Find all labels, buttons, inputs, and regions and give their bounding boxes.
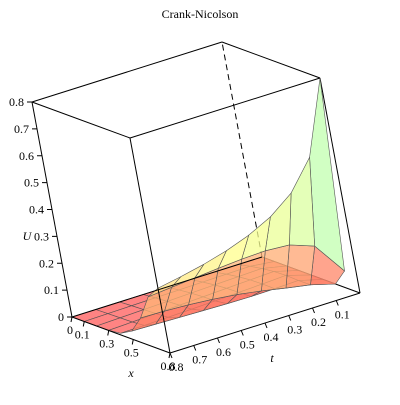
box-edge — [221, 41, 321, 79]
t-tick-label: 0.7 — [192, 353, 207, 367]
u-tick-label: 0.4 — [29, 203, 44, 217]
x-tick-mark — [107, 330, 110, 336]
x-tick-label: 0.1 — [75, 328, 90, 342]
t-tick-mark — [169, 352, 173, 359]
box-edge — [71, 316, 171, 354]
surface-mesh — [71, 77, 345, 334]
u-tick-label: 0.2 — [39, 256, 54, 270]
box-edge — [221, 41, 263, 258]
t-tick-mark — [264, 322, 268, 329]
surface-patch — [309, 77, 345, 272]
box-edge — [71, 256, 263, 318]
box-edge — [31, 41, 223, 103]
chart-title: Crank-Nicolson — [162, 7, 239, 21]
t-tick-label: 0.2 — [311, 315, 326, 329]
x-tick-label: 0 — [67, 323, 73, 337]
x-axis-label: x — [127, 366, 134, 380]
t-tick-label: 0.4 — [264, 330, 279, 344]
t-tick-mark — [240, 330, 244, 336]
x-tick-mark — [131, 339, 134, 345]
u-tick-label: 0 — [58, 310, 64, 324]
x-tick-mark — [70, 316, 73, 323]
u-tick-label: 0.6 — [19, 149, 34, 163]
u-tick-label: 0.3 — [34, 229, 49, 243]
u-axis-ticks: 0 0.1 0.2 0.3 0.4 0.5 0.6 0.7 0.8 — [9, 95, 72, 324]
t-tick-mark — [335, 300, 339, 306]
box-edge — [31, 101, 131, 139]
u-tick-label: 0.7 — [14, 122, 29, 136]
u-tick-label: 0.8 — [9, 95, 24, 109]
x-tick-label: 0.5 — [124, 346, 139, 360]
u-tick-label: 0.1 — [44, 283, 59, 297]
surface-patch — [261, 244, 290, 292]
t-axis-ticks: 0.8 0.7 0.6 0.5 0.4 0.3 0.2 0.1 — [169, 300, 350, 374]
t-tick-label: 0.3 — [287, 323, 302, 337]
x-tick-label: 0.8 — [161, 359, 176, 373]
t-tick-label: 0.5 — [240, 338, 255, 352]
t-tick-mark — [193, 345, 197, 351]
u-tick-label: 0.5 — [24, 176, 39, 190]
surface-patch — [285, 244, 316, 289]
t-tick-label: 0.8 — [169, 360, 184, 374]
box-edge — [129, 137, 171, 354]
x-axis-ticks: 0 0.1 0.3 0.5 0.8 — [67, 316, 176, 373]
box-edge — [319, 77, 361, 294]
u-axis-label: U — [23, 229, 33, 243]
t-tick-label: 0.1 — [335, 308, 350, 322]
t-tick-mark — [312, 307, 315, 314]
t-tick-mark — [288, 315, 292, 321]
t-tick-mark — [217, 337, 220, 344]
box-edge — [129, 77, 321, 139]
t-axis-label: t — [270, 351, 274, 365]
x-tick-label: 0.3 — [99, 337, 114, 351]
t-tick-label: 0.6 — [216, 345, 231, 359]
x-tick-mark — [82, 321, 85, 327]
